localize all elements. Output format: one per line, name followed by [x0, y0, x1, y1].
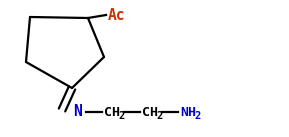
Text: Ac: Ac	[108, 8, 125, 22]
Text: CH: CH	[104, 105, 120, 119]
Text: 2: 2	[118, 111, 124, 121]
Text: 2: 2	[194, 111, 200, 121]
Text: NH: NH	[180, 105, 196, 119]
Text: 2: 2	[156, 111, 162, 121]
Text: N: N	[74, 105, 82, 119]
Text: CH: CH	[142, 105, 158, 119]
